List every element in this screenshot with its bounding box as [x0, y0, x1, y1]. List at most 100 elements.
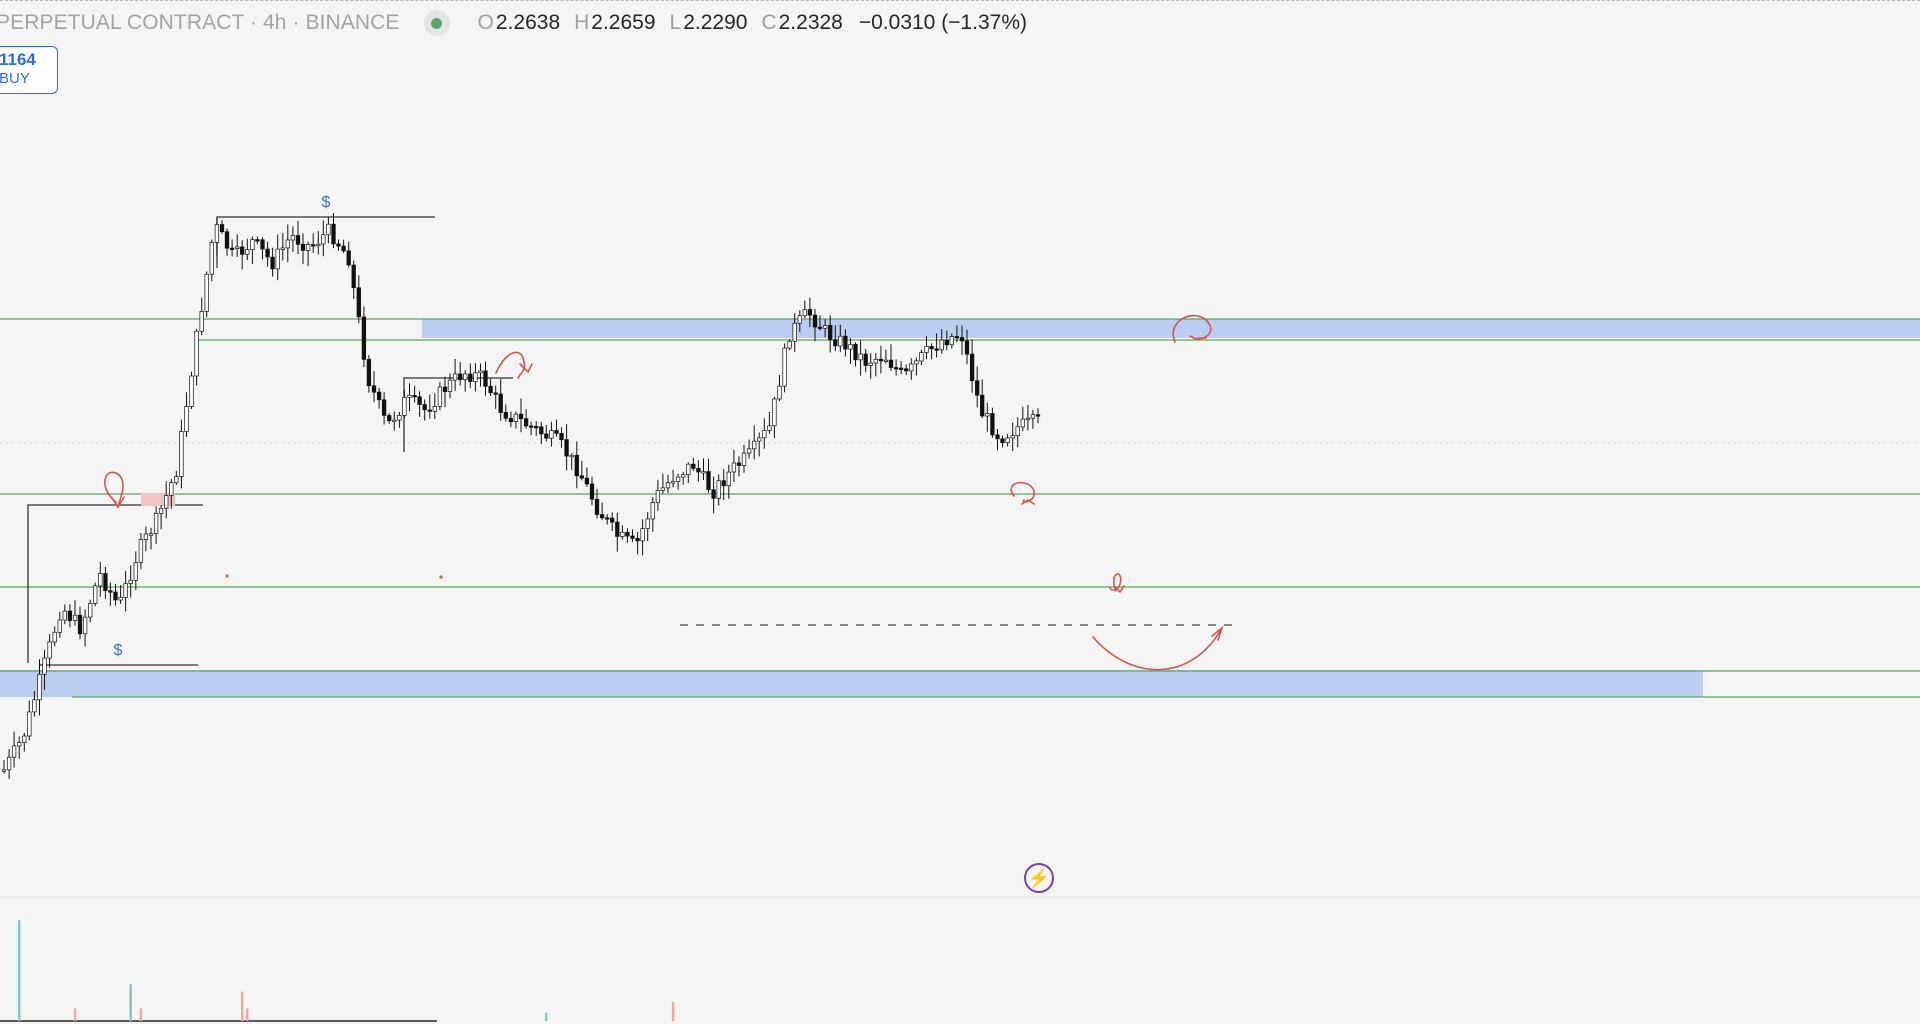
candle-up [1015, 426, 1020, 437]
candle-up [645, 518, 650, 529]
candle-down [980, 394, 985, 417]
candle-up [42, 657, 47, 675]
high-label: H [574, 11, 590, 34]
candle-down [574, 454, 579, 477]
candle-up [290, 235, 296, 241]
volume-series [18, 920, 675, 1022]
candle-up [802, 309, 807, 317]
candle-up [37, 673, 42, 701]
candle-down [691, 463, 696, 469]
candle-up [752, 440, 757, 450]
candle-down [888, 359, 894, 368]
candle-down [240, 246, 245, 255]
candle-up [447, 379, 453, 392]
candle-up [726, 471, 731, 487]
change-value: −0.0310 (−1.37%) [858, 11, 1027, 34]
lower-demand-zone [0, 670, 1703, 697]
symbol-legend: PERPETUAL CONTRACT · 4h · BINANCE O 2.26… [0, 8, 1027, 38]
open-value: 2.2638 [495, 11, 561, 34]
candle-down [113, 591, 118, 601]
candle-down [381, 399, 387, 416]
candle-up [235, 246, 240, 249]
candle-up [655, 490, 661, 504]
candle-up [478, 370, 483, 374]
candle-up [838, 335, 843, 347]
candle-up [199, 311, 204, 332]
candle-up [640, 528, 645, 542]
candle-up [98, 573, 103, 587]
candle-up [1025, 417, 1031, 421]
candle-down [625, 531, 630, 537]
candle-up [620, 531, 625, 537]
candle-up [169, 482, 174, 496]
candle-up [88, 603, 93, 618]
candle-up [148, 533, 154, 536]
candle-down [964, 340, 970, 355]
candle-up [164, 495, 169, 509]
candle-up [797, 315, 802, 324]
candle-up [118, 597, 123, 601]
candle-up [407, 395, 412, 398]
candle-up [924, 346, 929, 353]
buy-order-box[interactable]: 1164 BUY [0, 46, 58, 94]
candle-down [904, 368, 909, 372]
lightning-icon[interactable]: ⚡ [1024, 863, 1054, 893]
high-value: 2.2659 [591, 11, 656, 34]
candle-down [468, 373, 473, 382]
status-indicator [431, 17, 443, 29]
candle-down [498, 393, 503, 413]
candle-down [944, 339, 949, 346]
candle-down [366, 359, 372, 387]
candle-up [392, 419, 397, 422]
candle-down [528, 425, 534, 428]
candle-up [452, 373, 458, 381]
candle-up [62, 610, 67, 621]
candle-up [432, 406, 437, 412]
candle-down [630, 535, 635, 539]
candle-up [305, 244, 311, 251]
candle-up [32, 699, 37, 713]
candle-down [508, 418, 514, 423]
annotation-arrow-left [104, 471, 125, 509]
volume-bar [18, 920, 21, 1021]
candle-down [300, 243, 306, 251]
candle-up [985, 413, 990, 417]
candle-down [995, 434, 1000, 440]
candle-down [442, 386, 448, 392]
candle-down [934, 348, 939, 351]
candle-down [584, 477, 590, 485]
candle-down [488, 385, 493, 394]
candle-up [285, 239, 290, 249]
liquidity-marker-bottom: $ [114, 642, 123, 659]
candle-down [518, 413, 524, 420]
candle-up [153, 512, 159, 534]
candle-up [158, 507, 164, 514]
volume-bar [139, 1008, 143, 1021]
candle-down [721, 480, 726, 487]
candle-down [351, 264, 356, 289]
candle-down [817, 326, 823, 329]
symbol-title[interactable]: PERPETUAL CONTRACT · 4h · BINANCE [0, 11, 400, 34]
candle-down [878, 358, 884, 362]
candle-up [321, 234, 326, 245]
structure-high-box [216, 216, 435, 268]
candle-up [275, 248, 280, 270]
candle-up [397, 415, 402, 421]
candle-up [716, 480, 721, 499]
candle-down [219, 224, 225, 233]
candle-up [27, 711, 32, 737]
close-label: C [761, 11, 777, 34]
candle-up [949, 336, 954, 346]
candle-down [736, 462, 742, 466]
candle-down [229, 247, 235, 250]
market-status-dot-icon[interactable] [423, 10, 450, 36]
candle-up [919, 352, 924, 362]
candle-down [969, 353, 975, 382]
candle-up [128, 579, 133, 584]
close-value: 2.2328 [778, 11, 843, 34]
open-label: O [477, 11, 494, 34]
candle-up [513, 413, 519, 422]
candle-down [422, 404, 427, 411]
candle-down [356, 287, 361, 318]
